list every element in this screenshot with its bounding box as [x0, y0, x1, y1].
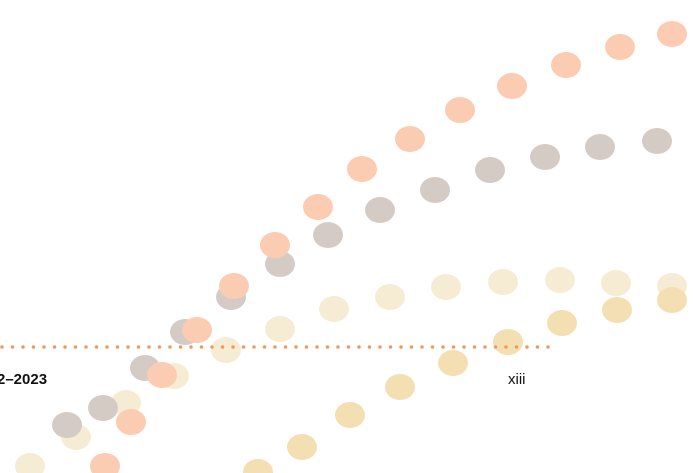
peach-dot-trail [90, 21, 687, 473]
page-number: xiii [508, 371, 526, 388]
page-canvas: 2–2023 xiii [0, 0, 693, 473]
yellow-dot-trail [243, 287, 687, 473]
decorative-dots [15, 21, 687, 473]
page: 2–2023 xiii (() => { const data = JSON.p… [0, 0, 693, 473]
cream-dot-trail [15, 267, 687, 473]
footer-left-text: 2–2023 [0, 371, 47, 388]
